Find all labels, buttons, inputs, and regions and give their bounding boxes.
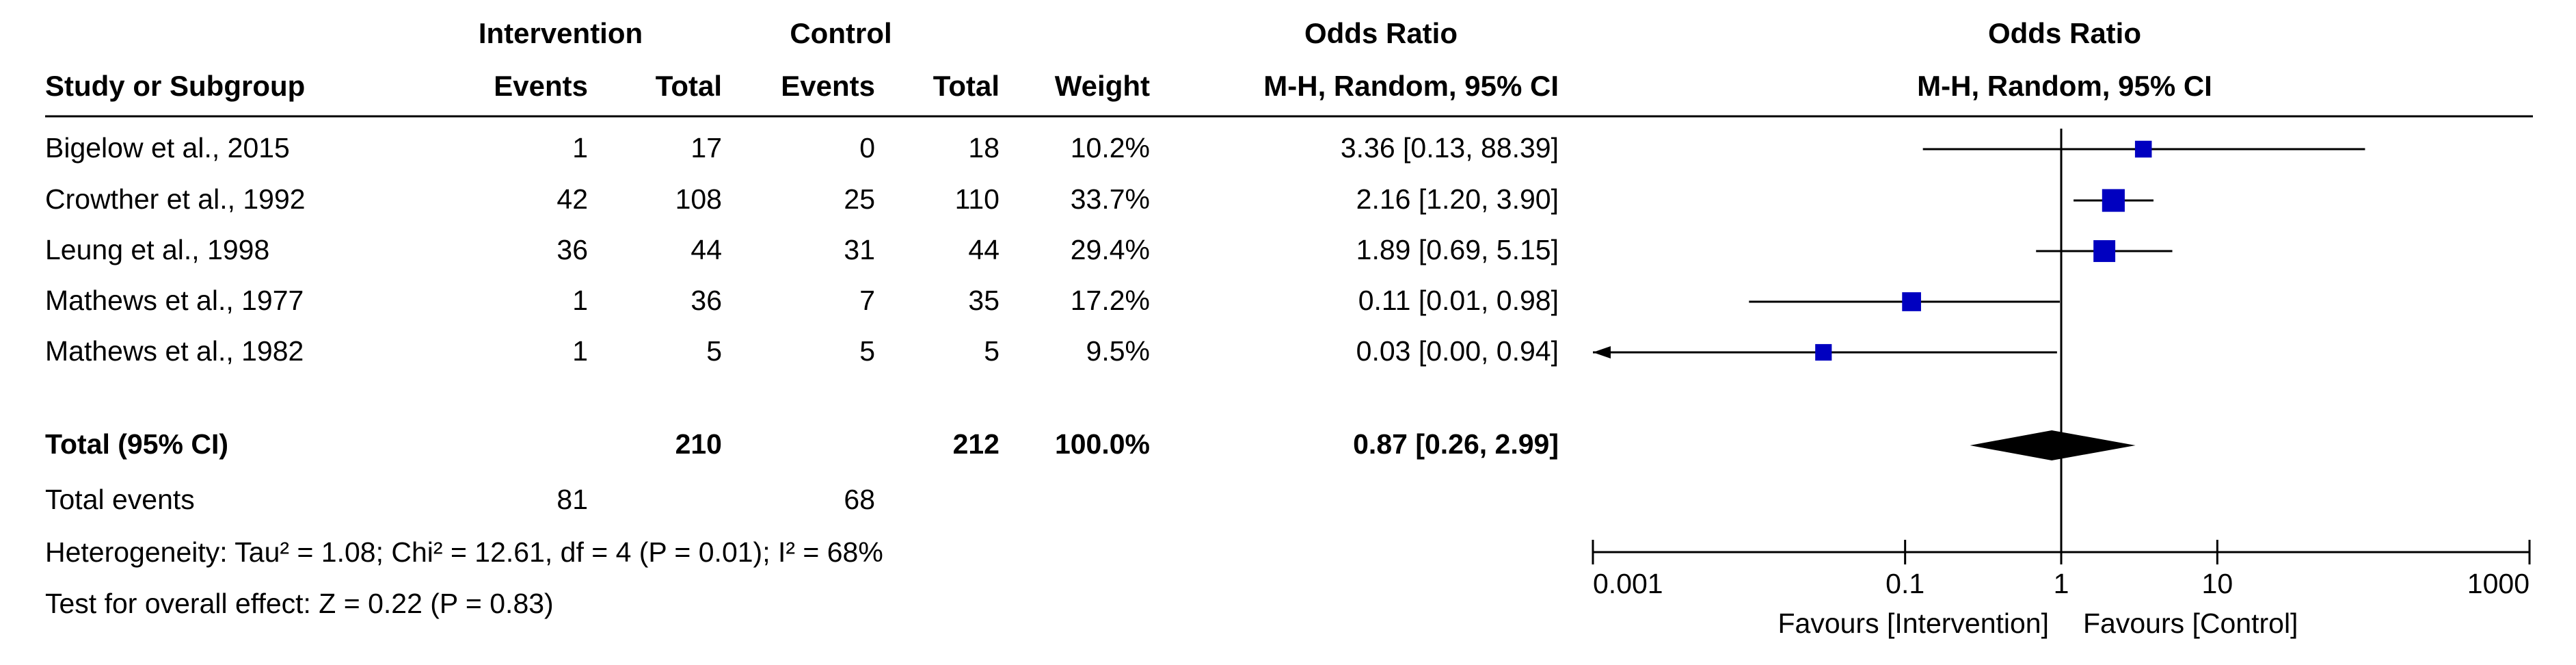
study-marker	[1902, 292, 1921, 311]
ci-text: 0.11 [0.01, 0.98]	[1358, 285, 1559, 316]
header-int-total: Total	[655, 70, 722, 102]
header-intervention: Intervention	[478, 17, 643, 49]
header-int-events: Events	[494, 70, 588, 102]
int-events: 1	[572, 285, 588, 316]
study-marker	[1815, 343, 1832, 361]
header-control: Control	[790, 17, 892, 49]
ctl-events: 7	[859, 285, 875, 316]
ci-arrow-left	[1593, 346, 1611, 358]
total-events-label: Total events	[45, 484, 195, 515]
weight: 10.2%	[1070, 132, 1150, 164]
ctl-events: 31	[844, 234, 875, 265]
header-ctl-total: Total	[933, 70, 999, 102]
study-marker	[2134, 140, 2152, 158]
weight: 17.2%	[1070, 285, 1150, 316]
header-odds-ratio-table: Odds Ratio	[1304, 17, 1458, 49]
study-marker	[2102, 189, 2125, 212]
header-weight: Weight	[1054, 70, 1150, 102]
ci-text: 1.89 [0.69, 5.15]	[1356, 234, 1559, 265]
ctl-total: 35	[968, 285, 999, 316]
study-name: Leung et al., 1998	[45, 234, 270, 265]
ctl-events: 5	[859, 335, 875, 367]
favours-right-label: Favours [Control]	[2083, 608, 2298, 639]
x-tick-label: 1000	[2467, 568, 2530, 599]
weight: 33.7%	[1070, 183, 1150, 215]
total-events-ctl: 68	[844, 484, 875, 515]
overall-effect-text: Test for overall effect: Z = 0.22 (P = 0…	[45, 588, 554, 619]
int-total: 108	[675, 183, 722, 215]
weight: 29.4%	[1070, 234, 1150, 265]
int-events: 1	[572, 132, 588, 164]
ctl-total: 44	[968, 234, 999, 265]
pooled-diamond	[1970, 430, 2136, 460]
header-study: Study or Subgroup	[45, 70, 306, 102]
study-name: Mathews et al., 1977	[45, 285, 304, 316]
x-tick-label: 0.1	[1886, 568, 1924, 599]
study-marker	[2093, 240, 2116, 262]
ctl-total: 5	[984, 335, 999, 367]
heterogeneity-text: Heterogeneity: Tau² = 1.08; Chi² = 12.61…	[45, 536, 883, 568]
int-events: 1	[572, 335, 588, 367]
int-total: 44	[690, 234, 722, 265]
weight: 9.5%	[1086, 335, 1150, 367]
study-name: Mathews et al., 1982	[45, 335, 304, 367]
ctl-total: 110	[954, 183, 999, 215]
int-events: 42	[556, 183, 588, 215]
ctl-events: 0	[859, 132, 875, 164]
total-weight: 100.0%	[1054, 428, 1150, 460]
x-tick-label: 0.001	[1593, 568, 1663, 599]
ci-text: 0.03 [0.00, 0.94]	[1356, 335, 1559, 367]
total-ci-text: 0.87 [0.26, 2.99]	[1353, 428, 1559, 460]
favours-left-label: Favours [Intervention]	[1777, 608, 2049, 639]
ctl-events: 25	[844, 183, 875, 215]
study-name: Crowther et al., 1992	[45, 183, 306, 215]
ci-text: 2.16 [1.20, 3.90]	[1356, 183, 1559, 215]
total-ctl-total: 212	[952, 428, 999, 460]
total-int-total: 210	[675, 428, 722, 460]
header-ci-plot: M-H, Random, 95% CI	[1917, 70, 2212, 102]
study-name: Bigelow et al., 2015	[45, 132, 290, 164]
x-tick-label: 10	[2202, 568, 2233, 599]
header-ctl-events: Events	[781, 70, 875, 102]
x-tick-label: 1	[2054, 568, 2069, 599]
header-ci-table: M-H, Random, 95% CI	[1263, 70, 1559, 102]
int-total: 17	[690, 132, 722, 164]
ctl-total: 18	[968, 132, 999, 164]
ci-text: 3.36 [0.13, 88.39]	[1340, 132, 1559, 164]
total-label: Total (95% CI)	[45, 428, 229, 460]
int-total: 5	[706, 335, 722, 367]
total-events-int: 81	[556, 484, 588, 515]
header-odds-ratio-plot: Odds Ratio	[1987, 17, 2141, 49]
int-events: 36	[556, 234, 588, 265]
int-total: 36	[690, 285, 722, 316]
